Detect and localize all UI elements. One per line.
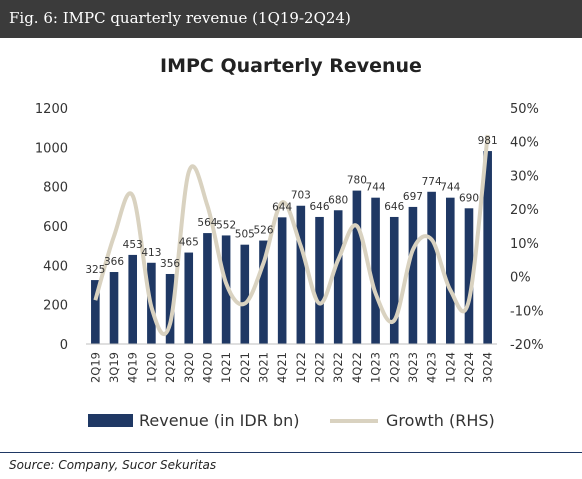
revenue-bar	[389, 216, 399, 344]
y-right-tick-label: 50%	[510, 102, 539, 117]
revenue-bar	[259, 240, 268, 344]
revenue-bar	[427, 191, 436, 344]
x-tick-label: 1Q23	[369, 352, 383, 383]
x-tick-label: 1Q22	[294, 352, 308, 383]
growth-line	[93, 134, 490, 337]
revenue-bar	[240, 244, 250, 344]
bar-data-label: 644	[272, 201, 292, 213]
y-left-tick-label: 800	[43, 181, 68, 196]
chart: IMPC Quarterly Revenue 0 200 400 600 800 1000 1…	[35, 55, 544, 430]
bar-data-label: 505	[235, 229, 255, 241]
y-left-tick-label: 1000	[35, 141, 68, 156]
bar-data-label: 680	[328, 194, 348, 206]
revenue-bar	[221, 235, 231, 344]
y-right-tick-label: 40%	[510, 136, 539, 151]
bar-data-label: 690	[459, 192, 479, 204]
revenue-bar	[165, 273, 175, 344]
legend-label-growth: Growth (RHS)	[386, 411, 495, 430]
y-right-tick-label: 10%	[510, 237, 539, 252]
revenue-bar	[408, 206, 418, 344]
revenue-bar	[91, 280, 100, 344]
bar-data-label: 465	[179, 237, 199, 249]
x-tick-label: 4Q23	[425, 352, 439, 383]
x-tick-label: 1Q24	[443, 352, 457, 383]
y-right-tick-label: -10%	[510, 304, 544, 319]
x-tick-label: 2Q20	[163, 352, 177, 383]
y-left-tick-label: 0	[60, 338, 68, 353]
legend-label-revenue: Revenue (in IDR bn)	[139, 411, 299, 430]
divider	[0, 452, 582, 453]
y-right-tick-label: 0%	[510, 271, 531, 286]
x-tick-label: 3Q19	[107, 352, 121, 383]
x-tick-label: 2Q19	[88, 352, 102, 383]
source-note: Source: Company, Sucor Sekuritas	[9, 458, 217, 472]
x-tick-label: 3Q21	[256, 352, 270, 383]
bar-data-label: 366	[104, 256, 124, 268]
x-tick-label: 4Q21	[275, 352, 289, 383]
x-tick-label: 4Q19	[126, 352, 140, 383]
bar-data-label: 981	[478, 135, 498, 147]
x-tick-label: 4Q22	[350, 352, 364, 383]
revenue-bar	[371, 197, 380, 344]
x-tick-label: 4Q20	[200, 352, 214, 383]
revenue-bar	[128, 254, 138, 344]
chart-title: IMPC Quarterly Revenue	[160, 55, 422, 77]
bar-data-label: 646	[309, 201, 329, 213]
legend-swatch-revenue	[88, 414, 133, 427]
x-tick-label: 3Q23	[406, 352, 420, 383]
x-tick-label: 2Q21	[238, 352, 252, 383]
y-left-tick-label: 400	[43, 259, 68, 274]
bar-data-label: 552	[216, 219, 236, 231]
bar-data-label: 703	[291, 190, 311, 202]
bar-data-label: 744	[440, 182, 460, 194]
bar-data-label: 744	[366, 182, 386, 194]
revenue-bar	[445, 197, 455, 344]
x-tick-label: 1Q20	[144, 352, 158, 383]
revenue-bar	[277, 217, 287, 344]
x-tick-label: 3Q22	[331, 352, 345, 383]
bar-data-label: 564	[197, 217, 217, 229]
bar-data-label: 780	[347, 175, 367, 187]
revenue-bar	[464, 208, 474, 344]
x-tick-label: 1Q21	[219, 352, 233, 383]
x-tick-label: 3Q24	[481, 352, 495, 383]
y-right-tick-label: 30%	[510, 169, 539, 184]
bar-data-label: 646	[384, 201, 404, 213]
figure-title: Fig. 6: IMPC quarterly revenue (1Q19-2Q2…	[9, 9, 351, 27]
bar-data-label: 697	[403, 191, 423, 203]
x-tick-label: 2Q22	[313, 352, 327, 383]
x-tick-label: 2Q23	[387, 352, 401, 383]
y-left-tick-label: 600	[43, 220, 68, 235]
bar-data-label: 356	[160, 258, 180, 270]
bar-data-label: 526	[253, 225, 273, 237]
revenue-bar	[203, 233, 212, 344]
y-left-tick-label: 200	[43, 299, 68, 314]
revenue-bar	[109, 272, 119, 344]
figure-header: Fig. 6: IMPC quarterly revenue (1Q19-2Q2…	[0, 0, 582, 38]
bar-data-label: 325	[85, 264, 105, 276]
revenue-bar	[184, 252, 194, 344]
bar-data-label: 453	[123, 239, 143, 251]
revenue-bar	[352, 190, 362, 344]
x-tick-label: 2Q24	[462, 352, 476, 383]
y-left-tick-label: 1200	[35, 102, 68, 117]
bar-data-label: 774	[422, 176, 442, 188]
revenue-bar	[333, 210, 343, 344]
y-right-tick-label: -20%	[510, 338, 544, 353]
y-right-tick-label: 20%	[510, 203, 539, 218]
x-tick-label: 3Q20	[182, 352, 196, 383]
revenue-bar	[296, 205, 306, 344]
revenue-bar	[315, 216, 324, 344]
bar-data-label: 413	[141, 247, 161, 259]
revenue-bar	[483, 151, 492, 344]
